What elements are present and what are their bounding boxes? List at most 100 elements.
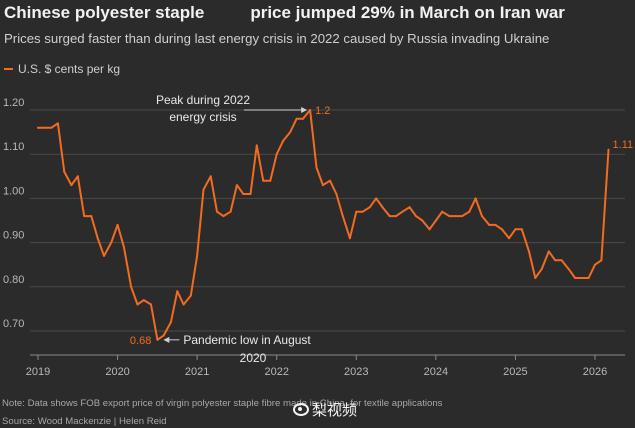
weibo-logo-icon <box>293 403 309 416</box>
x-tick-label: 2026 <box>583 366 607 378</box>
data-point <box>415 215 417 218</box>
data-point <box>428 228 431 231</box>
data-label-low: 0.68 <box>130 335 151 347</box>
annotation-low-line1: Pandemic low in August <box>183 333 311 347</box>
data-point <box>607 148 610 151</box>
data-point <box>508 237 511 240</box>
data-point <box>37 126 39 129</box>
data-point <box>235 184 238 187</box>
data-point <box>321 184 324 187</box>
data-point <box>560 259 563 262</box>
data-point <box>70 184 73 187</box>
data-point <box>209 175 212 178</box>
data-point <box>162 334 165 337</box>
y-tick-label: 0.70 <box>3 318 24 330</box>
x-tick-label: 2020 <box>105 366 129 378</box>
annotation-peak-line1: Peak during 2022 <box>156 93 250 107</box>
data-point <box>289 131 292 134</box>
data-point <box>255 144 258 147</box>
data-point <box>156 338 159 341</box>
data-point <box>169 321 172 324</box>
data-point <box>196 254 199 257</box>
data-point <box>295 117 298 120</box>
data-point <box>401 210 404 213</box>
y-tick-label: 0.90 <box>3 230 24 242</box>
data-point <box>434 219 437 222</box>
watermark: 梨视频 <box>293 399 357 420</box>
data-point <box>182 303 185 306</box>
data-point <box>110 241 113 244</box>
x-tick-label: 2024 <box>424 366 448 378</box>
chart-subtitle: Prices surged faster than during last en… <box>4 31 550 46</box>
chart-note: Note: Data shows FOB export price of vir… <box>2 398 443 409</box>
series-line <box>37 109 610 341</box>
data-point <box>282 139 285 142</box>
data-point <box>341 215 344 218</box>
data-point <box>202 188 205 191</box>
data-point <box>176 290 179 293</box>
data-point <box>50 126 53 129</box>
data-point <box>567 268 570 271</box>
data-point <box>448 215 451 218</box>
data-point <box>275 153 278 156</box>
data-point <box>368 206 371 209</box>
data-point <box>56 122 59 125</box>
data-point <box>83 215 86 218</box>
data-point <box>96 237 99 240</box>
data-point <box>249 193 252 195</box>
data-point <box>481 215 483 218</box>
data-point <box>488 223 491 226</box>
data-point <box>130 285 133 288</box>
data-label-peak: 1.2 <box>315 105 330 117</box>
data-point <box>574 277 577 279</box>
data-point <box>269 179 272 182</box>
title-part-2: price jumped 29% in March on Iran war <box>250 3 565 22</box>
data-point <box>461 215 464 218</box>
data-point <box>547 250 550 253</box>
data-point <box>408 206 411 209</box>
data-point <box>229 210 232 213</box>
data-point <box>554 259 557 262</box>
data-point <box>76 175 79 178</box>
data-point <box>375 197 378 200</box>
data-point <box>302 117 304 120</box>
y-tick-label: 1.00 <box>3 185 24 197</box>
data-point <box>520 228 523 231</box>
data-point <box>329 179 331 182</box>
legend-swatch <box>4 68 13 70</box>
x-tick-label: 2021 <box>185 366 209 378</box>
title-part-1: Chinese polyester staple <box>4 3 205 22</box>
x-tick-label: 2022 <box>264 366 288 378</box>
data-point <box>514 228 517 231</box>
legend-label: U.S. $ cents per kg <box>18 62 121 76</box>
data-point <box>528 250 530 253</box>
data-point <box>262 179 265 182</box>
data-point <box>388 215 391 218</box>
data-point <box>355 210 358 213</box>
data-point <box>348 237 351 240</box>
data-point <box>103 254 105 257</box>
data-point <box>361 210 364 213</box>
data-point <box>454 215 457 218</box>
data-point <box>90 215 93 218</box>
data-point <box>580 277 583 279</box>
data-point <box>494 223 497 226</box>
data-point <box>150 303 152 306</box>
data-point <box>500 228 503 231</box>
data-point <box>222 215 225 218</box>
data-point <box>189 294 192 297</box>
data-point <box>587 277 590 279</box>
data-point <box>534 277 537 279</box>
data-point <box>142 299 145 302</box>
x-tick-label: 2025 <box>503 366 527 378</box>
data-point <box>63 170 66 173</box>
data-point <box>421 219 424 222</box>
y-tick-label: 1.20 <box>3 97 24 109</box>
data-point <box>540 268 543 271</box>
y-tick-label: 1.10 <box>3 141 24 153</box>
data-point <box>136 303 139 306</box>
data-point <box>381 206 384 209</box>
data-point <box>242 193 245 195</box>
data-point <box>594 263 596 266</box>
